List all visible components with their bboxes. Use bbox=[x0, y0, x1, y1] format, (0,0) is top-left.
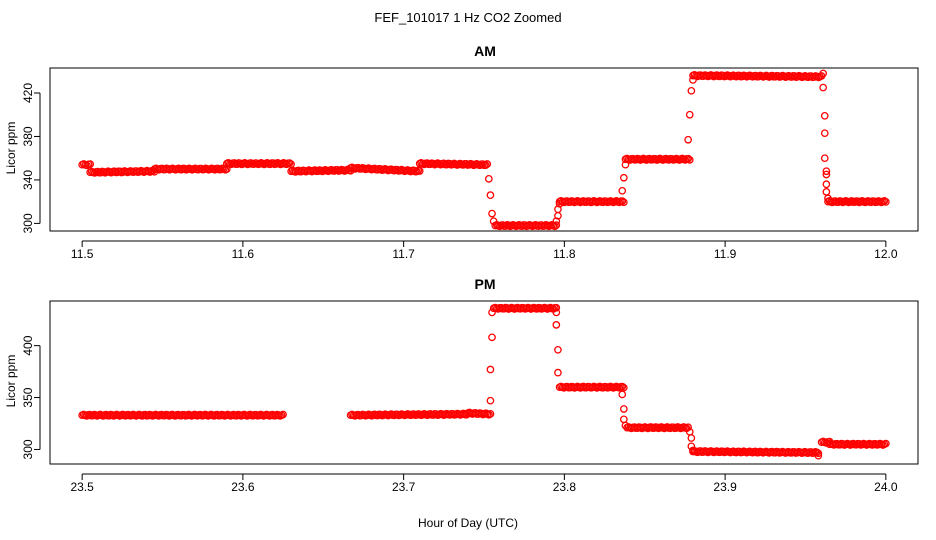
data-point bbox=[687, 434, 696, 442]
data-point bbox=[555, 199, 564, 208]
x-tick-label-am: 11.8 bbox=[553, 247, 576, 261]
plot-frame-pm bbox=[49, 300, 919, 465]
data-point bbox=[488, 333, 496, 342]
data-point bbox=[619, 198, 628, 207]
x-tick-label-pm: 23.7 bbox=[392, 480, 416, 494]
data-point bbox=[618, 197, 627, 205]
data-point bbox=[279, 410, 287, 419]
data-point bbox=[552, 221, 561, 229]
x-tick-label-pm: 24.0 bbox=[874, 480, 898, 494]
x-tick-label-am: 12.0 bbox=[874, 247, 898, 261]
data-point bbox=[285, 159, 294, 167]
data-point bbox=[552, 308, 561, 317]
data-point bbox=[687, 442, 696, 451]
data-point bbox=[415, 167, 424, 175]
data-point bbox=[488, 308, 496, 317]
y-tick-label-am: 340 bbox=[21, 170, 35, 190]
panel-am-ylabel: Licor ppm bbox=[4, 122, 18, 175]
data-point bbox=[824, 194, 832, 203]
data-point bbox=[814, 451, 823, 460]
plot-frame-am bbox=[49, 67, 919, 232]
x-tick-label-am: 11.5 bbox=[71, 247, 94, 261]
data-point bbox=[619, 405, 628, 413]
data-point bbox=[619, 173, 628, 182]
data-point bbox=[554, 368, 562, 377]
data-point bbox=[618, 186, 627, 195]
x-tick-label-pm: 23.8 bbox=[553, 480, 577, 494]
panel-am: AM Licor ppm 11.5 11.6 11.7 11.8 11.9 12.0 300… bbox=[4, 43, 919, 261]
y-tick-label-pm: 400 bbox=[21, 335, 35, 355]
data-point bbox=[552, 321, 561, 329]
data-point bbox=[619, 415, 628, 424]
data-point bbox=[489, 217, 498, 226]
data-point bbox=[820, 111, 829, 120]
data-points-am bbox=[78, 69, 890, 231]
data-point bbox=[552, 303, 561, 312]
data-point bbox=[412, 167, 421, 176]
data-point bbox=[486, 191, 495, 199]
data-point bbox=[820, 154, 829, 163]
data-points-pm bbox=[78, 303, 890, 460]
data-point bbox=[689, 76, 697, 84]
data-point bbox=[488, 209, 496, 218]
data-point bbox=[819, 69, 828, 78]
data-point bbox=[820, 129, 829, 138]
data-point bbox=[486, 396, 495, 405]
data-point bbox=[550, 222, 559, 231]
data-point bbox=[481, 161, 490, 169]
panel-pm-title: PM bbox=[475, 276, 496, 292]
data-point bbox=[684, 423, 692, 432]
panel-pm-ylabel: Licor ppm bbox=[4, 355, 18, 408]
data-point bbox=[621, 421, 630, 430]
data-point bbox=[486, 410, 495, 418]
data-point bbox=[619, 383, 628, 392]
data-point bbox=[822, 170, 831, 179]
data-point bbox=[554, 345, 562, 354]
y-tick-label-pm: 300 bbox=[21, 439, 35, 459]
figure-xlabel: Hour of Day (UTC) bbox=[418, 516, 518, 530]
panel-am-title: AM bbox=[474, 43, 496, 59]
data-point bbox=[86, 160, 95, 168]
data-point bbox=[486, 365, 495, 374]
panel-pm: PM Licor ppm 23.5 23.6 23.7 23.8 23.9 24.0 300… bbox=[4, 276, 919, 494]
x-tick-label-am: 11.7 bbox=[392, 247, 415, 261]
data-point bbox=[618, 382, 627, 391]
x-tick-label-pm: 23.5 bbox=[70, 480, 94, 494]
x-tick-label-pm: 23.9 bbox=[713, 480, 737, 494]
x-tick-label-am: 11.9 bbox=[714, 247, 737, 261]
data-point bbox=[685, 156, 694, 164]
data-point bbox=[483, 160, 492, 168]
x-tick-label-pm: 23.6 bbox=[231, 480, 255, 494]
data-point bbox=[822, 167, 831, 176]
data-point bbox=[814, 449, 823, 458]
data-point bbox=[819, 83, 828, 92]
data-point bbox=[822, 180, 831, 189]
data-point bbox=[881, 439, 890, 448]
x-tick-label-am: 11.6 bbox=[232, 247, 255, 261]
data-point bbox=[684, 154, 693, 163]
data-point bbox=[881, 198, 890, 206]
data-point bbox=[484, 174, 493, 183]
data-point bbox=[618, 390, 627, 399]
y-tick-label-pm: 350 bbox=[21, 387, 35, 407]
data-point bbox=[684, 135, 692, 144]
data-point bbox=[621, 160, 630, 169]
data-point bbox=[880, 197, 889, 205]
y-tick-label-am: 420 bbox=[21, 83, 35, 103]
figure-title: FEF_101017 1 Hz CO2 Zoomed bbox=[374, 10, 561, 25]
data-point bbox=[822, 188, 831, 196]
data-point bbox=[689, 446, 697, 455]
data-point bbox=[687, 86, 696, 95]
data-point bbox=[685, 110, 694, 119]
y-tick-label-am: 380 bbox=[21, 126, 35, 146]
y-tick-label-am: 300 bbox=[21, 213, 35, 233]
